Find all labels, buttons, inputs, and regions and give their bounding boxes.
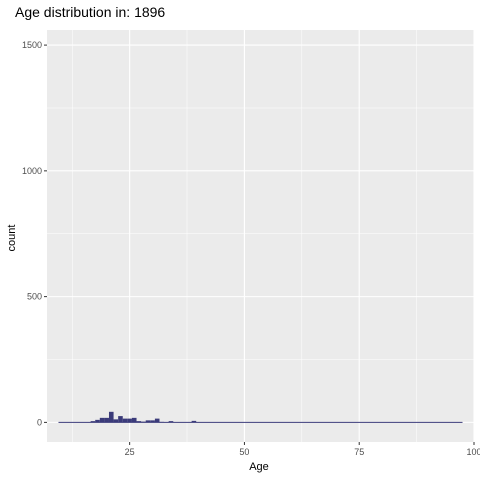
histogram-bar bbox=[122, 418, 128, 423]
minor-gridlines bbox=[47, 30, 474, 442]
histogram-bar bbox=[95, 419, 100, 423]
y-tick-label: 500 bbox=[27, 292, 42, 302]
histogram-bar bbox=[191, 420, 197, 423]
y-tick-label: 1500 bbox=[22, 40, 42, 50]
x-axis-title: Age bbox=[249, 461, 269, 473]
y-tick-label: 0 bbox=[37, 417, 42, 427]
histogram-bar bbox=[118, 416, 123, 423]
histogram-bar bbox=[108, 411, 114, 423]
histogram-bar bbox=[127, 418, 132, 423]
y-axis-ticks: 0 500 1000 1500 bbox=[22, 40, 47, 427]
histogram-bar bbox=[99, 417, 105, 423]
histogram-bar bbox=[131, 417, 137, 423]
chart-title: Age distribution in: 1896 bbox=[15, 4, 165, 20]
x-tick-label: 50 bbox=[239, 447, 249, 457]
y-axis-title: count bbox=[6, 225, 18, 252]
x-tick-label: 100 bbox=[466, 447, 480, 457]
x-tick-label: 25 bbox=[125, 447, 135, 457]
y-tick-label: 1000 bbox=[22, 166, 42, 176]
histogram-bar bbox=[154, 418, 160, 423]
histogram-bar bbox=[90, 421, 96, 423]
histogram-bar bbox=[145, 420, 151, 423]
histogram-bar bbox=[113, 419, 119, 423]
x-tick-label: 75 bbox=[354, 447, 364, 457]
histogram-bar bbox=[136, 421, 142, 423]
x-axis-ticks: 25 50 75 100 bbox=[125, 442, 480, 457]
histogram-bar bbox=[104, 417, 109, 423]
plot-panel bbox=[47, 30, 474, 442]
histogram-bar bbox=[168, 421, 174, 423]
histogram-bar bbox=[150, 420, 155, 423]
